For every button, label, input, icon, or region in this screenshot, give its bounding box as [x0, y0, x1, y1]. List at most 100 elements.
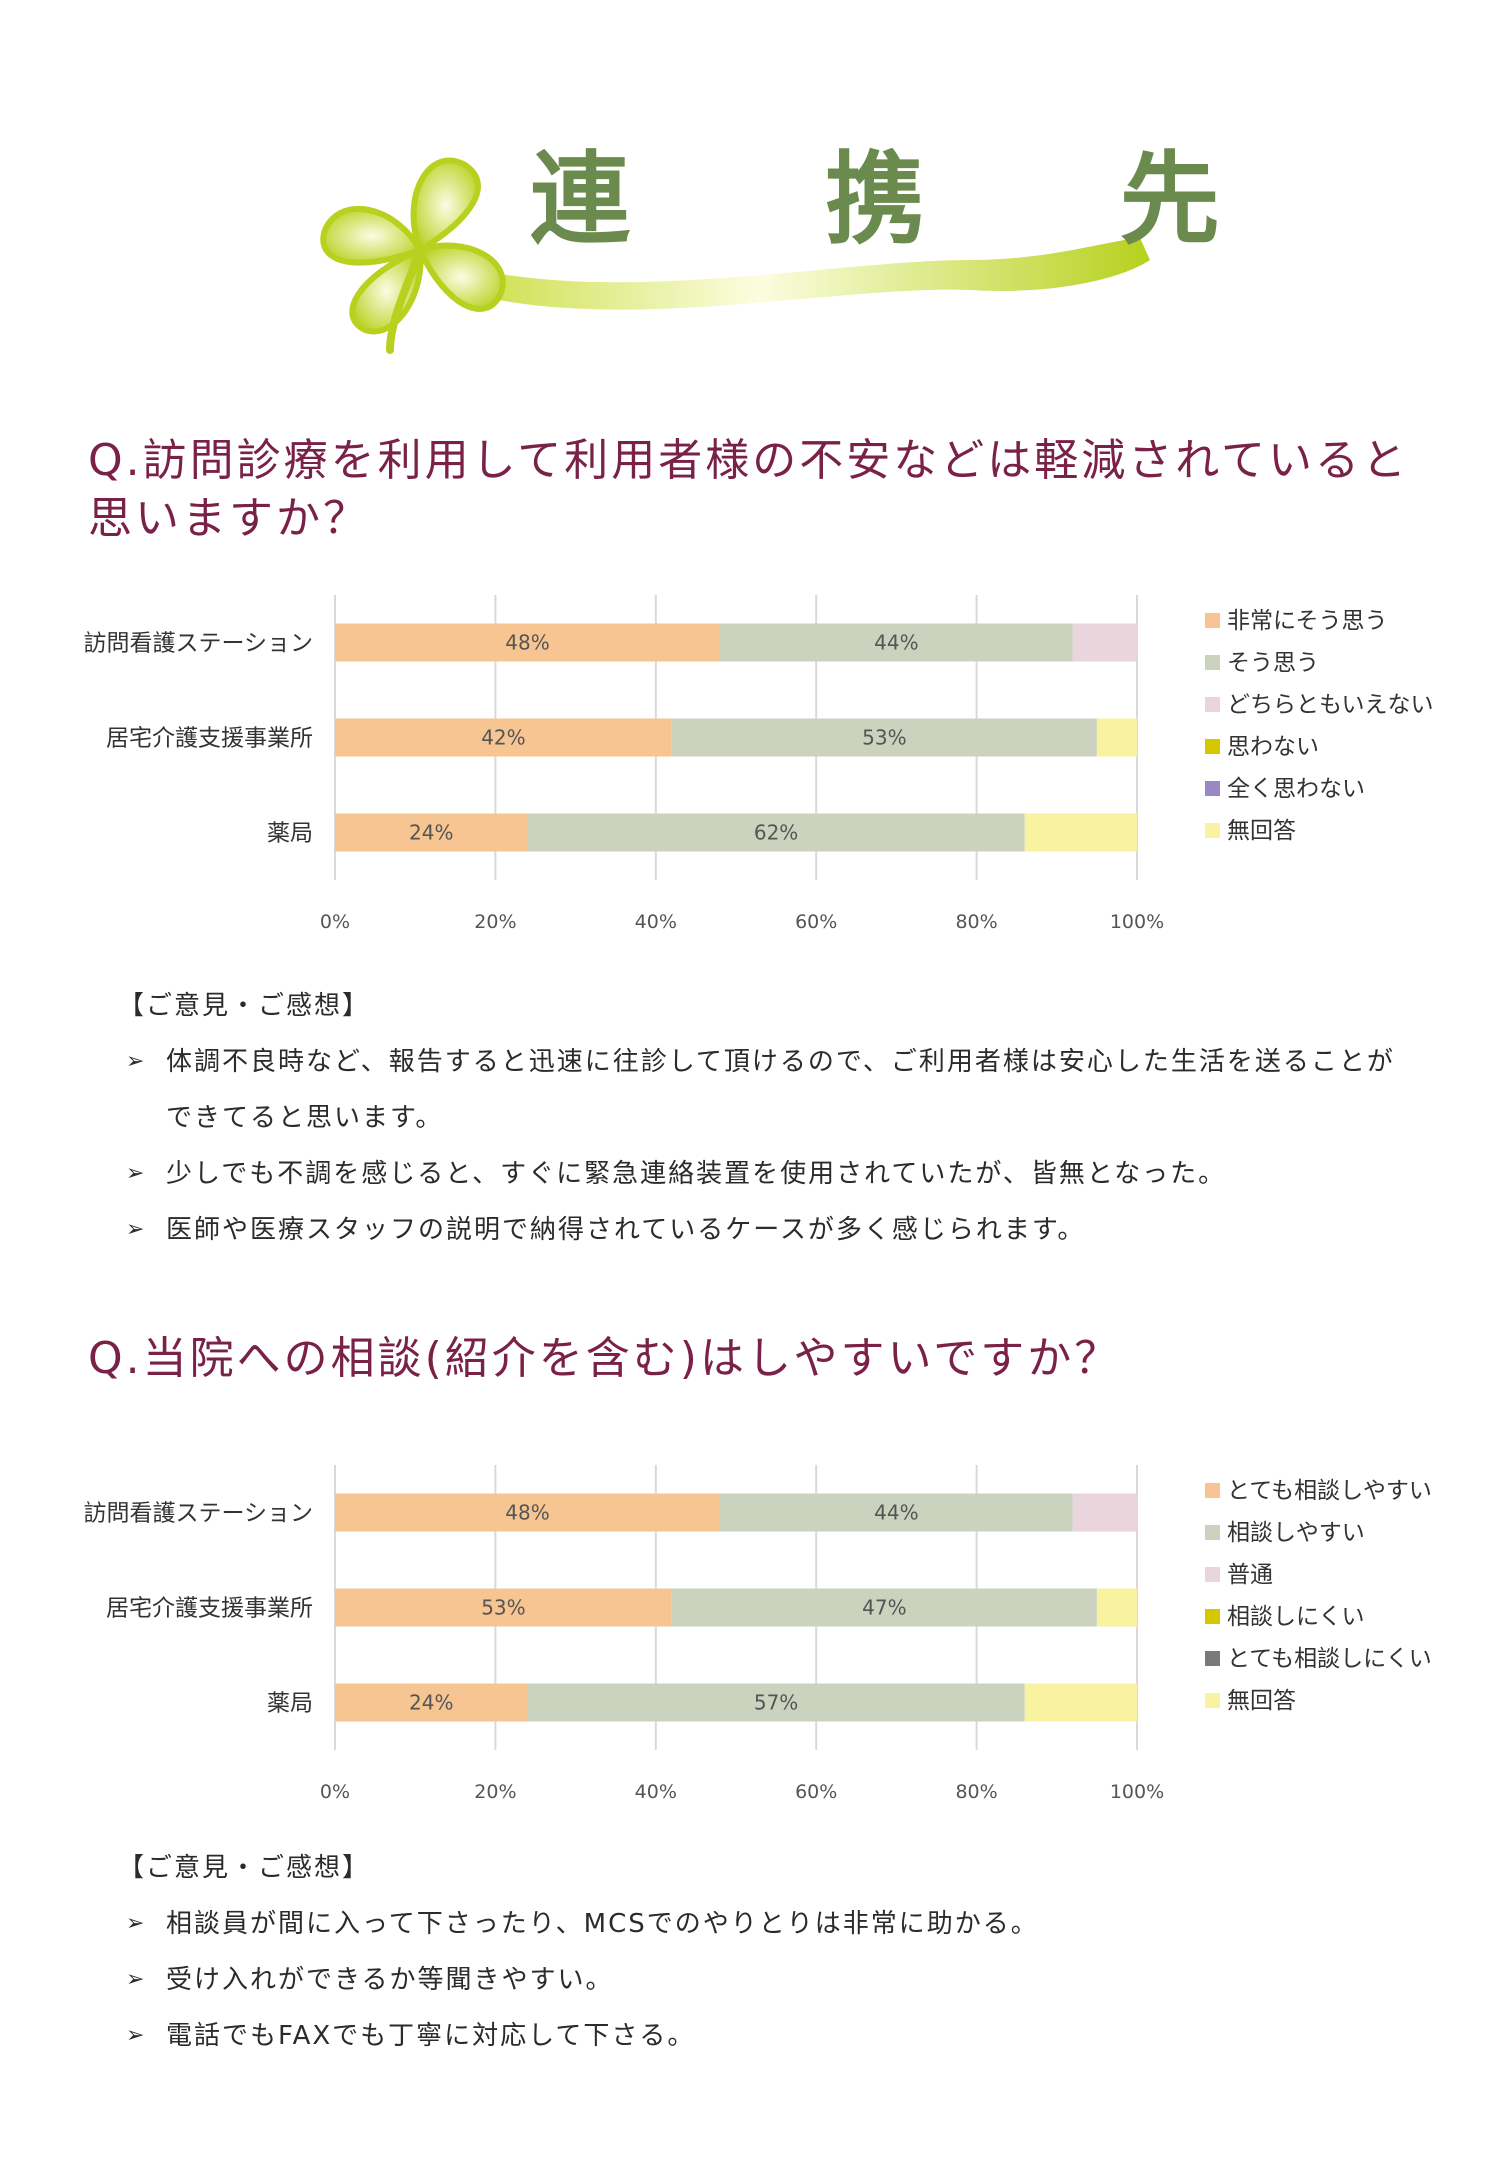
data-label: 47% [862, 1596, 906, 1620]
comments-1-heading: 【ご意見・ご感想】 [118, 991, 371, 1021]
bar-segment [719, 623, 1073, 662]
comments-2-heading: 【ご意見・ご感想】 [118, 1853, 371, 1883]
legend-label: とても相談しやすい [1227, 1478, 1432, 1504]
bar-segment [335, 813, 528, 852]
data-label: 24% [409, 821, 453, 845]
x-tick-label: 20% [474, 911, 516, 933]
bar-segment [335, 1588, 672, 1627]
x-tick-label: 40% [635, 911, 677, 933]
question-1-title: Q.訪問診療を利用して利用者様の不安などは軽減されていると思いますか？ [88, 435, 1409, 544]
category-label: 訪問看護ステーション [83, 631, 313, 657]
bar-segment [527, 813, 1025, 852]
legend-swatch [1205, 823, 1220, 838]
x-tick-label: 100% [1110, 1781, 1164, 1803]
bar-segment [1024, 813, 1137, 852]
ribbon [440, 238, 1150, 310]
arrow-bullet-icon: ➢ [126, 1217, 147, 1242]
comment-text: 少しでも不調を感じると、すぐに緊急連絡装置を使用されていたが、皆無となった。 [166, 1159, 1227, 1189]
category-label: 居宅介護支援事業所 [106, 1596, 313, 1622]
legend-label: 非常にそう思う [1227, 608, 1388, 634]
question-2-title: Q.当院への相談(紹介を含む)はしやすいですか？ [88, 1333, 1122, 1384]
comment-item: ➢ 相談員が間に入って下さったり、MCSでのやりとりは非常に助かる。 [118, 1896, 1418, 1952]
arrow-bullet-icon: ➢ [126, 2023, 147, 2048]
comment-item: ➢ 受け入れができるか等聞きやすい。 [118, 1952, 1418, 2008]
data-label: 24% [409, 1691, 453, 1715]
legend-swatch [1205, 697, 1220, 712]
arrow-bullet-icon: ➢ [126, 1967, 147, 1992]
clover-icon [320, 157, 506, 354]
legend-label: どちらともいえない [1227, 692, 1434, 718]
x-tick-label: 40% [635, 1781, 677, 1803]
bar-segment [1024, 1683, 1137, 1722]
arrow-bullet-icon: ➢ [126, 1049, 147, 1074]
bar-segment [1096, 718, 1137, 757]
comment-text: 体調不良時など、報告すると迅速に往診して頂けるので、ご利用者様は安心した生活を送… [166, 1047, 1395, 1133]
data-label: 53% [481, 1596, 525, 1620]
comment-item: ➢ 体調不良時など、報告すると迅速に往診して頂けるので、ご利用者様は安心した生活を… [118, 1034, 1418, 1146]
legend-swatch [1205, 781, 1220, 796]
page-title: 連 携 先 [530, 140, 1300, 258]
bar-segment [335, 1493, 720, 1532]
legend-swatch [1205, 1609, 1220, 1624]
data-label: 57% [754, 1691, 798, 1715]
comments-1: 【ご意見・ご感想】 ➢ 体調不良時など、報告すると迅速に往診して頂けるので、ご利用… [118, 978, 1418, 1258]
category-label: 薬局 [267, 821, 313, 847]
comment-item: ➢ 医師や医療スタッフの説明で納得されているケースが多く感じられます。 [118, 1202, 1418, 1258]
comment-text: 医師や医療スタッフの説明で納得されているケースが多く感じられます。 [166, 1215, 1086, 1245]
comment-item: ➢ 少しでも不調を感じると、すぐに緊急連絡装置を使用されていたが、皆無となった。 [118, 1146, 1418, 1202]
legend-label: 普通 [1227, 1562, 1273, 1588]
legend-swatch [1205, 1483, 1220, 1498]
bar-segment [671, 718, 1097, 757]
bar-segment [1096, 1588, 1137, 1627]
legend-swatch [1205, 1651, 1220, 1666]
clover-ribbon-logo [320, 157, 1150, 354]
x-tick-label: 80% [955, 911, 997, 933]
data-label: 48% [505, 1501, 549, 1525]
bar-segment [335, 718, 672, 757]
bar-segment [527, 1683, 1025, 1722]
category-label: 居宅介護支援事業所 [106, 726, 313, 752]
legend-swatch [1205, 613, 1220, 628]
data-label: 48% [505, 631, 549, 655]
legend-swatch [1205, 1525, 1220, 1540]
x-tick-label: 60% [795, 911, 837, 933]
legend-label: 相談しにくい [1227, 1604, 1365, 1630]
x-tick-label: 100% [1110, 911, 1164, 933]
legend-swatch [1205, 1567, 1220, 1582]
comment-text: 相談員が間に入って下さったり、MCSでのやりとりは非常に助かる。 [166, 1909, 1039, 1939]
data-label: 44% [874, 1501, 918, 1525]
legend-label: 無回答 [1227, 818, 1296, 844]
x-tick-label: 20% [474, 1781, 516, 1803]
bar-segment [335, 1683, 528, 1722]
x-tick-label: 60% [795, 1781, 837, 1803]
comments-2: 【ご意見・ご感想】 ➢ 相談員が間に入って下さったり、MCSでのやりとりは非常に助… [118, 1840, 1418, 2064]
x-tick-label: 80% [955, 1781, 997, 1803]
comment-item: ➢ 電話でもFAXでも丁寧に対応して下さる。 [118, 2008, 1418, 2064]
x-tick-label: 0% [320, 1781, 350, 1803]
data-label: 42% [481, 726, 525, 750]
data-label: 44% [874, 631, 918, 655]
legend-label: とても相談しにくい [1227, 1646, 1432, 1672]
legend-swatch [1205, 655, 1220, 670]
comments-1-list: ➢ 体調不良時など、報告すると迅速に往診して頂けるので、ご利用者様は安心した生活を… [118, 1034, 1418, 1258]
legend-label: そう思う [1227, 650, 1319, 676]
data-label: 53% [862, 726, 906, 750]
legend-swatch [1205, 739, 1220, 754]
bar-segment [719, 1493, 1073, 1532]
bar-segment [671, 1588, 1097, 1627]
arrow-bullet-icon: ➢ [126, 1161, 147, 1186]
category-label: 薬局 [267, 1691, 313, 1717]
legend-label: 無回答 [1227, 1688, 1296, 1714]
category-label: 訪問看護ステーション [83, 1501, 313, 1527]
legend-label: 相談しやすい [1227, 1520, 1365, 1546]
chart-2: 0% 20% 40% 60% 80% 100% 訪問看護ステーション 48% 44% 居宅介護支援… [83, 1465, 1432, 1803]
chart-1: 0% 20% 40% 60% 80% 100% 訪問看護ステーション 48% 44% 居宅介護支援… [83, 595, 1434, 933]
bar-segment [335, 623, 720, 662]
comment-text: 受け入れができるか等聞きやすい。 [166, 1965, 614, 1995]
bar-segment [1072, 623, 1137, 662]
bar-segment [1072, 1493, 1137, 1532]
legend-label: 全く思わない [1227, 776, 1365, 802]
comments-2-list: ➢ 相談員が間に入って下さったり、MCSでのやりとりは非常に助かる。 ➢ 受け入れが… [118, 1896, 1418, 2064]
legend-label: 思わない [1227, 734, 1319, 760]
x-tick-label: 0% [320, 911, 350, 933]
